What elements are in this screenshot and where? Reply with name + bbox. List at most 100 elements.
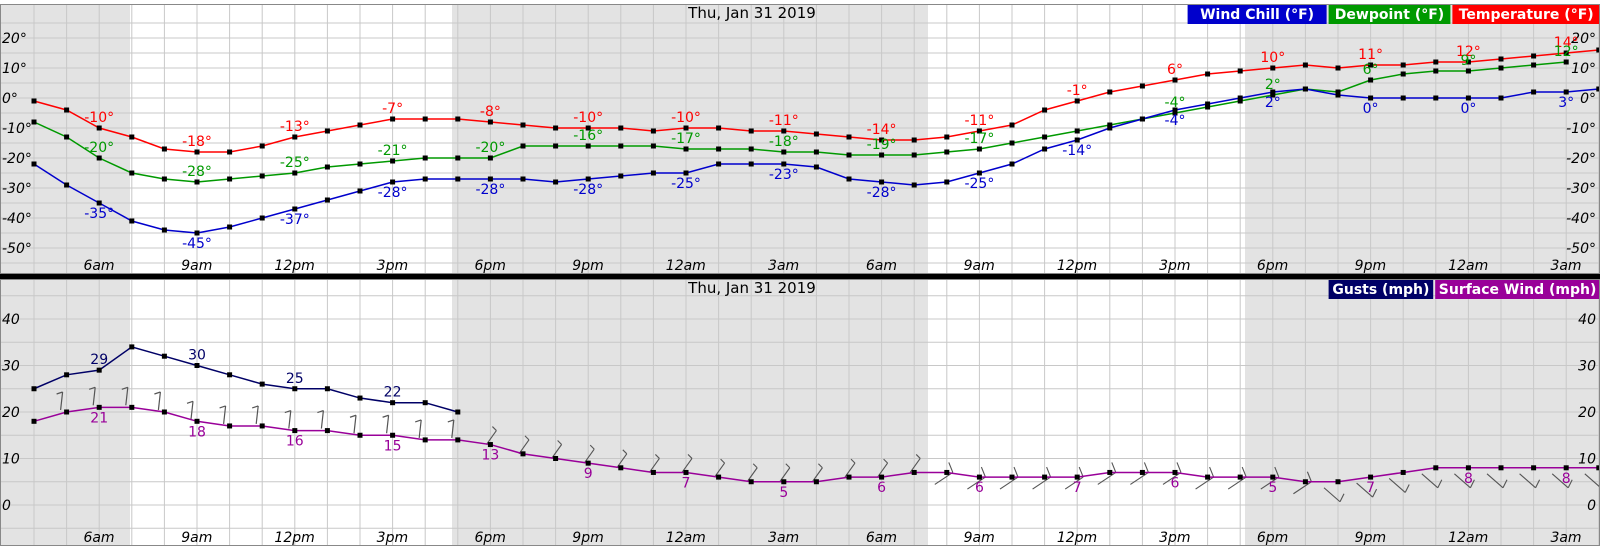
data-label: 5: [779, 485, 788, 501]
data-point: [618, 125, 624, 131]
wind-barb-flag: [557, 440, 562, 445]
data-point: [1465, 95, 1471, 101]
x-tick-label: 9pm: [572, 258, 603, 274]
data-point: [585, 125, 591, 131]
panel-wind: 40 40 30 30 20 20 10 10 0 0 6am 9am 12pm 3pm 6pm 9pm 12a…: [0, 279, 1600, 546]
data-point: [976, 474, 982, 480]
wind-barb-staff: [1260, 476, 1280, 490]
data-label: -28°: [182, 164, 212, 180]
data-point: [1009, 161, 1015, 167]
data-point: [553, 456, 559, 461]
data-point: [683, 146, 689, 152]
wind-barb: [1195, 466, 1215, 490]
data-point: [1270, 89, 1276, 95]
wind-barb-staff: [223, 405, 227, 425]
data-label: 12°: [1456, 44, 1481, 60]
x-tick-label: 3pm: [1159, 530, 1190, 546]
data-point: [781, 479, 787, 485]
wind-barb-staff: [157, 391, 161, 411]
x-tick-label: 6am: [866, 530, 897, 546]
data-point: [1596, 86, 1600, 92]
data-label: 25: [286, 371, 304, 387]
wind-barb-flag: [589, 444, 595, 450]
data-point: [585, 176, 591, 182]
data-point: [1433, 59, 1439, 65]
x-tick-label: 3am: [768, 258, 799, 274]
x-tick-label: 6pm: [474, 530, 505, 546]
data-point: [292, 206, 298, 212]
data-point: [357, 188, 363, 194]
data-label: 29: [90, 352, 108, 368]
data-point: [129, 404, 135, 410]
wind-barb-staff: [1162, 471, 1182, 485]
data-label: -18°: [182, 134, 212, 150]
data-label: 0°: [1363, 101, 1379, 117]
x-tick-label: 3pm: [1159, 258, 1190, 274]
legend-entry-surface-wind-mph: Surface Wind (mph): [1439, 282, 1597, 298]
data-point: [1074, 98, 1080, 104]
x-tick-label: 6pm: [1257, 530, 1288, 546]
data-label: -11°: [769, 113, 799, 129]
data-point: [96, 367, 102, 373]
data-point: [31, 386, 37, 392]
y-tick-label-right: -40°: [1566, 211, 1596, 227]
data-point: [553, 143, 559, 149]
data-label: -7°: [382, 101, 403, 117]
data-point: [1205, 71, 1211, 77]
data-label: -28°: [378, 185, 408, 201]
wind-barb-flag: [1502, 479, 1508, 489]
wind-barb-flag: [1339, 493, 1345, 502]
data-point: [357, 432, 363, 438]
wind-barb-flag: [622, 449, 628, 455]
data-point: [650, 469, 656, 475]
data-point: [1433, 68, 1439, 74]
data-point: [553, 125, 559, 131]
wind-barb: [1032, 466, 1052, 490]
wind-barb-staff: [353, 415, 357, 434]
data-point: [1531, 465, 1537, 471]
y-tick-label-left: -10°: [2, 121, 32, 137]
y-tick-label-right: -20°: [1566, 151, 1596, 167]
wind-barb-staff: [255, 405, 259, 425]
data-point: [292, 428, 298, 434]
data-point: [31, 119, 37, 125]
data-point: [1237, 95, 1243, 101]
data-point: [1563, 59, 1569, 65]
data-point: [846, 152, 852, 158]
data-point: [1433, 95, 1439, 101]
wind-barb-flag: [1306, 471, 1312, 482]
wind-barb-flag: [219, 405, 226, 409]
wind-barb-flag: [284, 410, 291, 414]
y-tick-label-right: -30°: [1566, 181, 1596, 197]
x-tick-label: 3am: [1550, 258, 1581, 274]
legend-swatch-dewpoint-f: [1328, 4, 1451, 24]
data-label: -25°: [280, 155, 310, 171]
data-label: 6: [877, 480, 886, 496]
wind-barb-flag: [1013, 466, 1019, 478]
wind-barb: [1097, 462, 1117, 485]
wind-barb: [1388, 478, 1410, 493]
wind-barb-staff: [1519, 473, 1536, 489]
data-point: [292, 386, 298, 392]
wind-barb-staff: [1421, 473, 1439, 489]
x-tick-label: 9pm: [1355, 530, 1386, 546]
data-point: [194, 230, 200, 236]
data-point: [1368, 77, 1374, 83]
data-point: [96, 125, 102, 131]
date-label: Thu, Jan 31 2019: [687, 279, 816, 297]
data-point: [1107, 125, 1113, 131]
y-tick-label-left: -30°: [2, 181, 32, 197]
data-point: [1302, 86, 1308, 92]
x-tick-label: 3am: [768, 530, 799, 546]
wind-barb-flag: [752, 463, 758, 469]
data-point: [487, 119, 493, 125]
wind-barb-staff: [967, 476, 986, 490]
data-point: [390, 158, 396, 164]
data-label: 2°: [1265, 77, 1281, 93]
data-point: [227, 372, 233, 378]
y-tick-label-right: 0: [1587, 498, 1596, 514]
data-point: [585, 143, 591, 149]
data-point: [390, 400, 396, 406]
data-point: [879, 179, 885, 185]
data-point: [1531, 89, 1537, 95]
